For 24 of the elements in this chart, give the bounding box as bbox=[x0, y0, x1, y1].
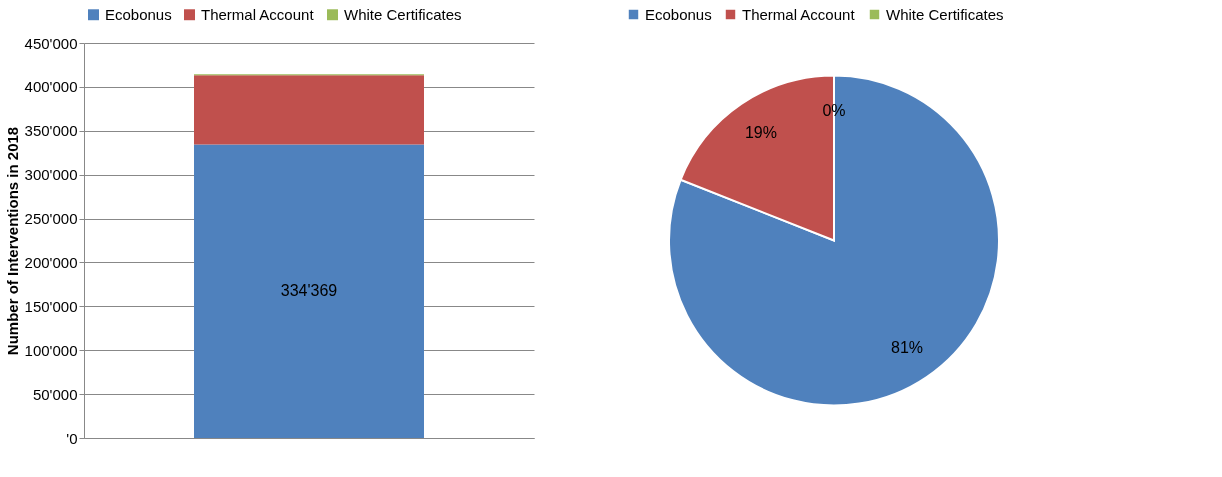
legend-label: Ecobonus bbox=[105, 5, 172, 23]
y-tick-label: 50'000 bbox=[32, 385, 78, 403]
y-tick-label: '0 bbox=[66, 429, 78, 447]
y-tick-label: 350'000 bbox=[24, 122, 78, 140]
bar bbox=[194, 75, 424, 145]
y-tick-label: 300'000 bbox=[24, 166, 78, 184]
bar bbox=[194, 144, 424, 438]
legend-label: Thermal Account bbox=[201, 5, 315, 23]
data-label: 19% bbox=[744, 123, 777, 141]
text: 0% bbox=[822, 101, 846, 119]
data-label: 334'369 bbox=[280, 282, 338, 300]
legend-label: Ecobonus bbox=[645, 5, 712, 23]
legend-label: White Certificates bbox=[886, 5, 1004, 23]
y-tick-label: 250'000 bbox=[24, 210, 78, 228]
y-tick-label: 150'000 bbox=[24, 297, 78, 315]
y-tick-label: 200'000 bbox=[24, 253, 78, 271]
pie-slice bbox=[668, 74, 1000, 407]
y-tick-label: 400'000 bbox=[24, 78, 78, 96]
legend-label: Thermal Account bbox=[742, 5, 856, 23]
data-label: 81% bbox=[891, 339, 924, 357]
y-tick-label: 100'000 bbox=[24, 341, 78, 359]
y-axis-title: Number of Interventions in 2018 bbox=[3, 126, 21, 356]
legend-label: White Certificates bbox=[344, 5, 462, 23]
y-tick-label: 450'000 bbox=[24, 34, 78, 52]
